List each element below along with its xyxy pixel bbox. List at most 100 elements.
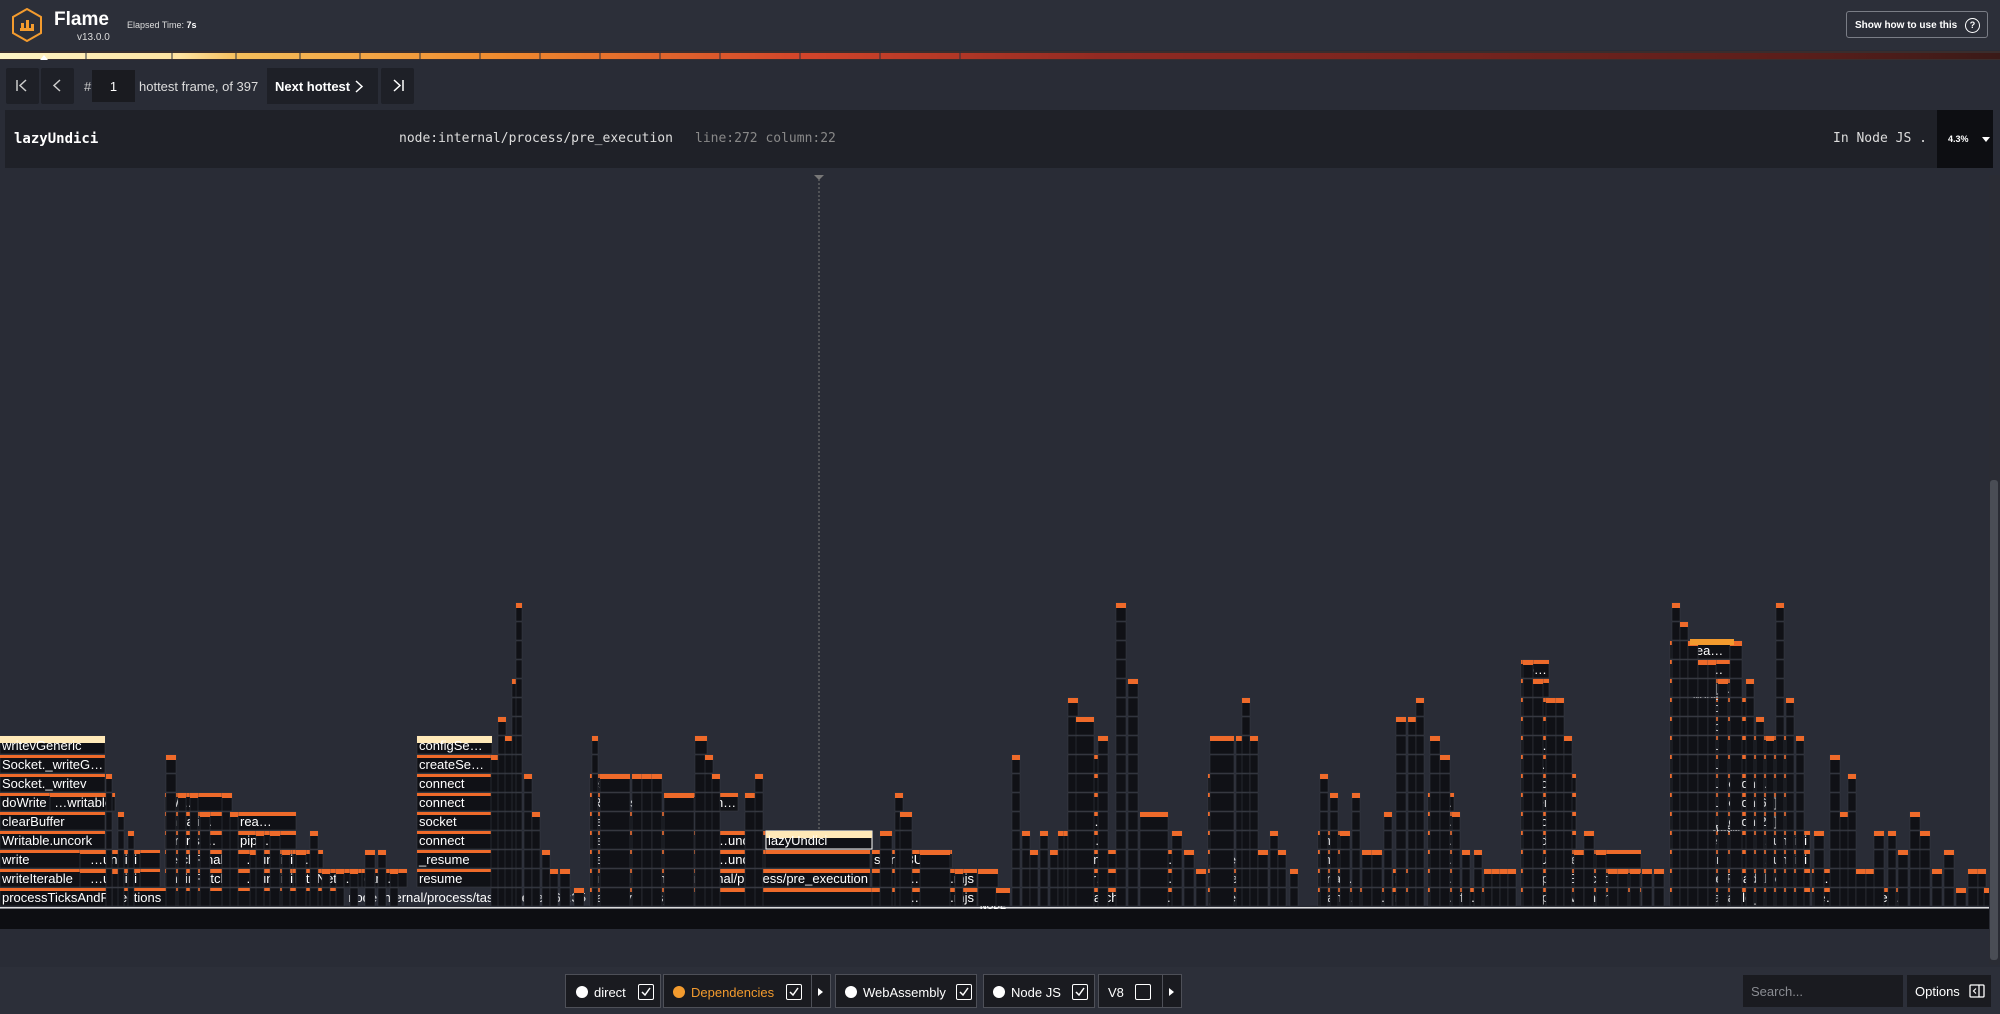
flame-frame[interactable]	[1241, 716, 1251, 736]
flame-frame[interactable]	[165, 849, 177, 869]
flame-frame[interactable]	[1775, 678, 1785, 698]
flame-frame[interactable]	[1319, 792, 1329, 812]
flame-frame[interactable]	[1115, 697, 1127, 717]
flame-frame[interactable]	[1765, 754, 1775, 774]
flame-frame[interactable]	[1522, 811, 1534, 831]
flame-frame[interactable]	[663, 849, 695, 869]
flame-frame[interactable]	[1371, 868, 1383, 888]
flame-frame[interactable]	[377, 868, 387, 888]
flame-frame[interactable]	[1697, 754, 1709, 774]
flame-frame[interactable]	[1909, 849, 1921, 869]
flame-frame[interactable]	[515, 735, 523, 755]
flame-frame[interactable]	[1127, 735, 1139, 755]
flame-frame[interactable]	[1209, 887, 1235, 907]
flame-frame[interactable]	[189, 849, 199, 869]
flame-frame[interactable]	[1931, 887, 1943, 907]
flame-frame[interactable]	[1671, 811, 1681, 831]
flame-frame[interactable]	[1545, 811, 1557, 831]
flame-frame[interactable]	[1241, 773, 1251, 793]
flame-frame[interactable]	[1847, 849, 1857, 869]
flame-frame[interactable]	[1775, 887, 1785, 907]
flame-frame[interactable]	[1429, 887, 1441, 907]
flame-frame[interactable]	[269, 887, 281, 907]
flame-frame[interactable]	[1813, 887, 1825, 907]
flame-frame[interactable]	[1671, 716, 1681, 736]
flame-frame[interactable]	[1707, 830, 1717, 850]
flame-frame[interactable]	[1563, 830, 1573, 850]
flame-frame[interactable]	[1563, 754, 1573, 774]
flame-frame[interactable]	[1115, 716, 1127, 736]
flame-frame[interactable]	[1241, 811, 1251, 831]
flame-frame[interactable]	[1717, 868, 1729, 888]
flame-frame[interactable]	[1209, 754, 1235, 774]
flame-frame[interactable]	[1687, 849, 1699, 869]
flame-frame[interactable]	[1775, 754, 1785, 774]
flame-frame[interactable]	[1679, 830, 1689, 850]
flame-frame[interactable]	[1049, 887, 1059, 907]
flame-frame[interactable]	[1277, 887, 1287, 907]
flame-frame[interactable]	[1775, 792, 1785, 812]
flame-frame[interactable]	[1439, 773, 1451, 793]
flame-frame[interactable]	[754, 887, 764, 907]
flame-frame[interactable]: lazyUndici	[765, 830, 873, 850]
flame-frame[interactable]	[1407, 811, 1417, 831]
flame-frame[interactable]	[189, 811, 199, 831]
flame-frame[interactable]	[1671, 621, 1681, 641]
flame-frame[interactable]	[1545, 754, 1557, 774]
flame-frame[interactable]	[899, 868, 913, 888]
flame-frame[interactable]	[591, 849, 599, 869]
flame-frame[interactable]	[523, 830, 533, 850]
flame-frame[interactable]	[1532, 887, 1544, 907]
flame-frame[interactable]	[1555, 773, 1565, 793]
flame-frame[interactable]	[1097, 811, 1109, 831]
flame-frame[interactable]	[651, 849, 663, 869]
flame-frame[interactable]	[531, 887, 541, 907]
checkbox-checked-icon[interactable]	[956, 984, 972, 1000]
flame-frame[interactable]	[559, 887, 571, 907]
flame-frame[interactable]	[879, 868, 893, 888]
flame-frame[interactable]	[1522, 735, 1534, 755]
flame-frame[interactable]	[899, 887, 913, 907]
flame-frame[interactable]	[1115, 887, 1127, 907]
flame-frame[interactable]	[1775, 640, 1785, 660]
filter-nodejs[interactable]: Node JS	[983, 974, 1095, 1008]
flame-frame[interactable]	[1687, 811, 1699, 831]
flame-frame[interactable]: createSe…	[416, 754, 493, 774]
flame-frame[interactable]	[641, 830, 653, 850]
flame-frame[interactable]	[1115, 811, 1127, 831]
flame-frame[interactable]	[1679, 792, 1689, 812]
flame-frame[interactable]	[1415, 735, 1425, 755]
flame-frame[interactable]	[1919, 868, 1931, 888]
flame-frame[interactable]	[515, 754, 523, 774]
flame-frame[interactable]	[523, 811, 533, 831]
flame-frame[interactable]	[165, 773, 177, 793]
flame-frame[interactable]	[1775, 716, 1785, 736]
flame-frame[interactable]	[229, 887, 239, 907]
flame-frame[interactable]	[1183, 868, 1195, 888]
flame-frame[interactable]	[1745, 716, 1755, 736]
flame-frame[interactable]	[1697, 716, 1709, 736]
flame-frame[interactable]	[377, 887, 387, 907]
flame-frame[interactable]	[1407, 887, 1417, 907]
flame-frame[interactable]	[651, 792, 663, 812]
flame-frame[interactable]	[1679, 659, 1689, 679]
flame-frame[interactable]	[1097, 792, 1109, 812]
flame-frame[interactable]	[1097, 754, 1109, 774]
flame-frame[interactable]	[1429, 811, 1441, 831]
flame-frame[interactable]	[1765, 849, 1775, 869]
flame-frame[interactable]	[1115, 830, 1127, 850]
flame-frame[interactable]	[1563, 887, 1573, 907]
flame-frame[interactable]	[1039, 849, 1049, 869]
flame-frame[interactable]	[1361, 887, 1373, 907]
flame-frame[interactable]	[189, 830, 199, 850]
flame-frame[interactable]	[1329, 868, 1339, 888]
flame-frame[interactable]	[255, 868, 265, 888]
flame-frame[interactable]	[1671, 754, 1681, 774]
show-how-to-use-button[interactable]: Show how to use this ?	[1846, 11, 1988, 38]
flame-frame[interactable]	[1887, 868, 1897, 888]
flame-frame[interactable]	[1745, 697, 1755, 717]
flame-frame[interactable]	[1563, 792, 1573, 812]
flame-frame[interactable]	[591, 811, 599, 831]
flame-frame[interactable]	[1563, 849, 1573, 869]
flame-frame[interactable]	[1653, 887, 1665, 907]
